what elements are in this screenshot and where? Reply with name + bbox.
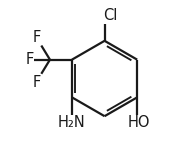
Text: F: F xyxy=(32,30,40,45)
Text: F: F xyxy=(32,75,40,90)
Text: F: F xyxy=(25,52,33,67)
Text: H₂N: H₂N xyxy=(58,115,86,130)
Text: HO: HO xyxy=(128,115,150,130)
Text: Cl: Cl xyxy=(103,8,117,23)
